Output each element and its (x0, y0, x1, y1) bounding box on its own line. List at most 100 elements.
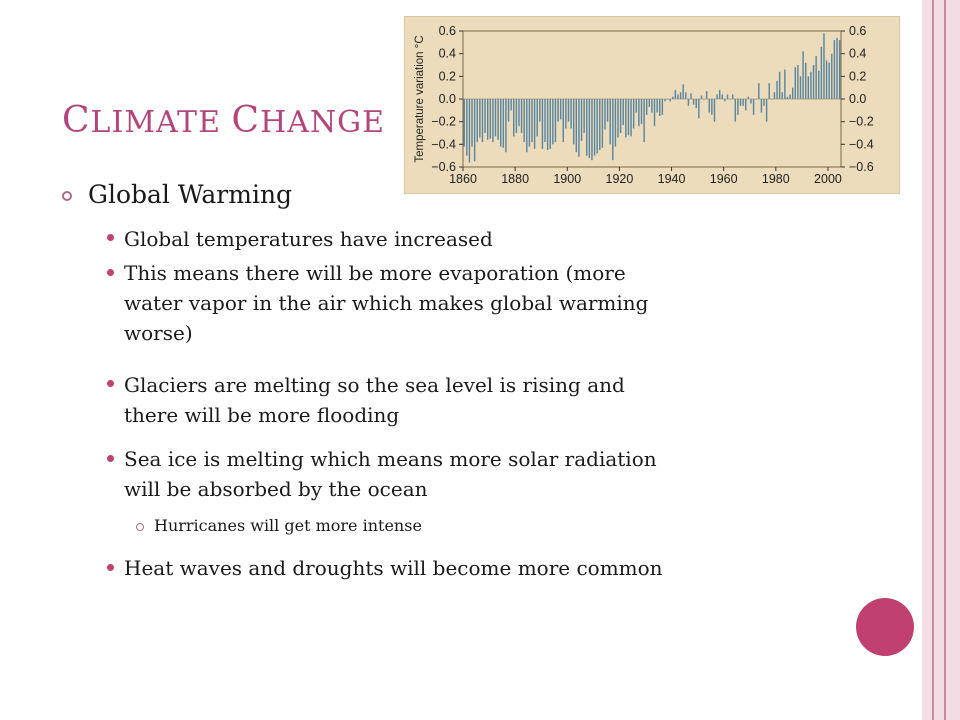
bullet-line: worse) (124, 321, 193, 345)
data-bar (734, 99, 737, 122)
data-bar (726, 94, 729, 99)
x-tick-label: 1980 (762, 172, 790, 186)
data-bar (533, 99, 536, 149)
data-bar (732, 94, 734, 99)
y-tick-label: −0.2 (431, 115, 456, 129)
data-bar (630, 99, 632, 137)
x-tick-label: 1880 (501, 172, 529, 186)
data-bar (497, 99, 499, 140)
data-bar (572, 99, 575, 145)
data-bar (554, 99, 557, 143)
data-bar (802, 51, 804, 99)
bullet-text: Heat waves and droughts will become more… (124, 553, 663, 583)
bullet-line: Sea ice is melting which means more sola… (124, 447, 657, 471)
data-bar (627, 99, 630, 136)
y-tick-label: −0.4 (431, 137, 456, 151)
temperature-chart: 0.6 0.6 0.4 0.4 0.2 0.2 0.0 0.0 −0.2 −0.2 −0.4 −0.4… (404, 16, 900, 194)
data-bar (486, 99, 489, 140)
x-tick-label: 1860 (449, 172, 477, 186)
data-bar (604, 99, 606, 130)
side-stripe (946, 0, 960, 720)
data-bar (632, 99, 635, 129)
data-bar (578, 99, 580, 157)
title-word: CHANGE (231, 100, 386, 141)
data-bar (536, 99, 538, 137)
data-bar (557, 99, 559, 122)
bullet-dot-icon (107, 380, 114, 387)
data-bar (674, 89, 677, 99)
data-bar (773, 92, 776, 99)
data-bar (708, 99, 710, 113)
data-bar (570, 99, 572, 129)
data-bar (565, 99, 567, 129)
data-bar (502, 99, 505, 148)
data-bar (752, 99, 755, 115)
data-bar (659, 99, 661, 116)
data-bar (510, 99, 512, 111)
data-bar (745, 99, 747, 111)
data-bar (679, 92, 682, 99)
y-tick-label-right: −0.4 (849, 137, 874, 151)
sub-bullet-icon (136, 523, 144, 531)
data-bar (721, 94, 724, 99)
data-bar (695, 99, 697, 109)
data-bar (705, 91, 708, 99)
bullet-line: This means there will be more evaporatio… (124, 261, 626, 285)
data-bar (606, 99, 609, 122)
data-bar (619, 99, 622, 133)
bullet-dot-icon (107, 269, 114, 276)
data-bar (805, 62, 807, 99)
data-bar (747, 96, 750, 99)
data-bar (494, 99, 497, 137)
data-bar (481, 99, 484, 143)
y-tick-label: 0.4 (439, 47, 456, 61)
data-bar (562, 99, 564, 143)
data-bar (468, 99, 471, 163)
data-bar (742, 99, 744, 106)
data-bar (703, 99, 705, 100)
data-bar (713, 99, 716, 122)
data-bar (781, 92, 783, 99)
data-bar (784, 69, 786, 99)
data-bar (786, 96, 789, 99)
data-bar (799, 76, 802, 99)
data-bar (828, 62, 830, 99)
data-bar (789, 94, 791, 99)
bullet-line: Heat waves and droughts will become more… (124, 556, 663, 580)
data-bar (515, 99, 518, 133)
data-bar (612, 99, 614, 161)
slide-title: CLIMATE CHANGE (62, 100, 385, 141)
data-bar (818, 70, 820, 99)
data-bar (520, 99, 523, 133)
data-bar (758, 83, 760, 99)
x-tick-label: 1900 (553, 172, 581, 186)
data-bar (528, 99, 531, 147)
data-bar (463, 99, 465, 147)
y-tick-label: −0.6 (431, 160, 456, 174)
data-bar (609, 99, 611, 145)
data-bar (833, 40, 836, 99)
data-bar (526, 99, 528, 153)
data-bar (666, 99, 669, 100)
data-bar (718, 89, 721, 99)
data-bar (591, 99, 593, 161)
bullet-text: Global temperatures have increased (124, 224, 493, 254)
data-bar (492, 99, 494, 143)
data-bar (692, 99, 695, 105)
data-bar (546, 99, 549, 150)
bullet-line: Glaciers are melting so the sea level is… (124, 373, 625, 397)
data-bar (601, 99, 604, 148)
data-bar (760, 99, 763, 113)
data-bar (765, 99, 768, 122)
y-tick-label: 0.0 (439, 92, 456, 106)
data-bar (588, 99, 591, 158)
bullet-dot-icon (107, 564, 114, 571)
data-bar (580, 99, 583, 141)
data-bar (685, 92, 687, 99)
side-stripe (922, 0, 932, 720)
data-bar (471, 99, 473, 147)
data-bar (810, 71, 812, 99)
y-tick-label-right: −0.6 (849, 160, 874, 174)
data-bar (593, 99, 596, 156)
data-bar (664, 99, 666, 102)
